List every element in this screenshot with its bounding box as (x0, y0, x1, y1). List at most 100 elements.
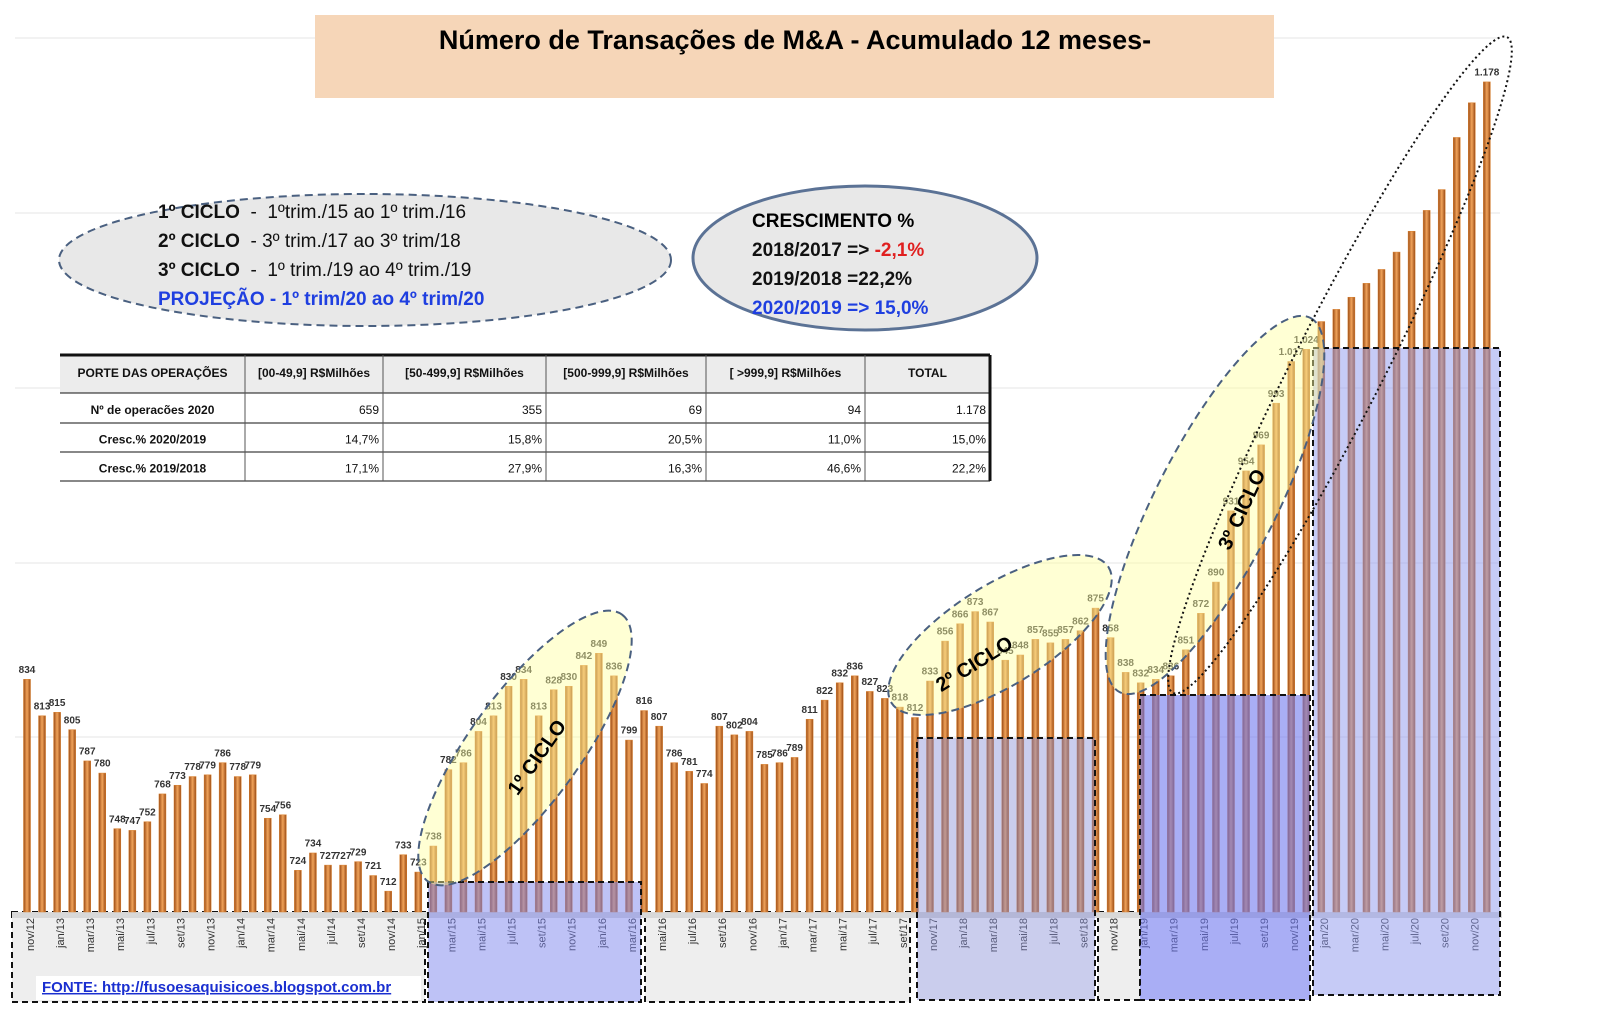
bar (23, 679, 31, 913)
x-tick-label: nov/16 (747, 918, 759, 951)
table-cell: 27,9% (508, 462, 542, 476)
value-label: 786 (666, 748, 683, 759)
bar (399, 854, 407, 913)
value-label: 836 (606, 661, 623, 672)
bar (309, 852, 317, 913)
growth-line: 2019/2018 =22,2% (752, 269, 912, 290)
bar (670, 762, 678, 913)
x-tick-label: jan/17 (777, 918, 789, 949)
bar (414, 871, 423, 913)
value-label: 780 (94, 759, 111, 770)
x-tick-label: set/17 (898, 918, 910, 948)
value-label: 811 (802, 705, 819, 716)
value-label: 848 (1012, 641, 1029, 652)
value-label: 845 (997, 646, 1014, 657)
table-cell: 15,0% (952, 433, 986, 447)
cycle-text: 3º CICLO (158, 260, 240, 281)
value-label: 857 (1027, 625, 1044, 636)
value-label: 816 (636, 696, 653, 707)
table-cell: Nº de operacões 2020 (91, 403, 215, 417)
bar (218, 762, 227, 913)
value-label: 851 (1178, 635, 1195, 646)
value-label: 779 (199, 760, 216, 771)
cycle-line: PROJEÇÃO - 1º trim/20 ao 4º trim/20 (158, 288, 484, 310)
source: FONTE: http://fusoesaquisicoes.blogspot.… (42, 979, 391, 996)
bar (715, 725, 724, 913)
bar (83, 760, 91, 913)
value-label: 872 (1193, 599, 1210, 610)
bar (896, 706, 904, 913)
value-label: 867 (982, 608, 999, 619)
x-tick-label: mar/13 (85, 918, 97, 952)
x-tick-label: mar/18 (988, 918, 1000, 952)
cycle-line: 1º CICLO - 1ºtrim./15 ao 1º trim./16 (158, 202, 466, 223)
growth-text: -2,1% (875, 240, 925, 261)
cycle-line: 3º CICLO - 1º trim./19 ao 4º trim./19 (158, 260, 471, 281)
value-label: 832 (1132, 668, 1149, 679)
bar (640, 710, 648, 913)
x-tick-label: jan/14 (236, 918, 248, 949)
value-label: 1.017 (1279, 347, 1304, 358)
value-label: 993 (1268, 389, 1285, 400)
cycles-ellipse (58, 193, 672, 327)
value-label: 804 (741, 717, 758, 728)
value-label: 834 (19, 665, 36, 676)
bar (986, 621, 994, 913)
bar (38, 715, 46, 913)
bar (851, 675, 859, 913)
value-label: 890 (1208, 568, 1225, 579)
bar (911, 717, 919, 913)
bar (1031, 639, 1040, 913)
value-label: 729 (350, 847, 367, 858)
x-tick-label: jul/17 (868, 918, 880, 945)
bar (128, 830, 137, 913)
value-label: 752 (139, 807, 156, 818)
value-label: 738 (425, 832, 442, 843)
bar (805, 718, 814, 913)
bar (173, 784, 182, 913)
growth-line: 2018/2017 => -2,1% (752, 240, 924, 261)
table-cell: 16,3% (668, 462, 702, 476)
x-tick-label: jul/18 (1048, 918, 1060, 945)
bar (1121, 672, 1130, 913)
bar (1001, 659, 1009, 913)
value-label: 734 (305, 839, 322, 850)
x-tick-label: mai/14 (296, 918, 308, 951)
x-tick-label: set/16 (717, 918, 729, 948)
table-cell: 20,5% (668, 433, 702, 447)
bar (956, 623, 964, 913)
value-label: 723 (410, 858, 427, 869)
value-label: 969 (1253, 430, 1270, 441)
value-label: 823 (877, 684, 894, 695)
table-cell: 14,7% (345, 433, 379, 447)
bar (1061, 639, 1070, 913)
bar (143, 821, 152, 913)
x-tick-label: jan/18 (958, 918, 970, 949)
value-label: 812 (907, 703, 924, 714)
bar (68, 729, 76, 913)
value-label: 802 (726, 721, 743, 732)
value-label: 712 (380, 877, 397, 888)
value-label: 805 (64, 715, 81, 726)
value-label: 778 (229, 762, 246, 773)
value-label: 822 (816, 686, 833, 697)
value-label: 836 (1162, 661, 1179, 672)
value-label: 857 (1057, 625, 1074, 636)
value-label: 813 (34, 701, 51, 712)
value-label: 842 (576, 651, 593, 662)
value-label: 836 (846, 661, 863, 672)
bar (354, 861, 362, 913)
growth-lines: 2018/2017 => -2,1% 2019/2018 =22,2% 2020/2… (752, 240, 929, 319)
value-label: 828 (545, 675, 562, 686)
bar (339, 864, 347, 913)
bar (158, 793, 167, 913)
value-label: 733 (395, 840, 412, 851)
bar (610, 675, 618, 913)
value-label: 858 (1102, 623, 1119, 634)
bar (730, 734, 739, 913)
value-label: 813 (485, 701, 502, 712)
value-label: 779 (244, 760, 261, 771)
value-label: 787 (79, 747, 96, 758)
value-label: 862 (1072, 616, 1089, 627)
